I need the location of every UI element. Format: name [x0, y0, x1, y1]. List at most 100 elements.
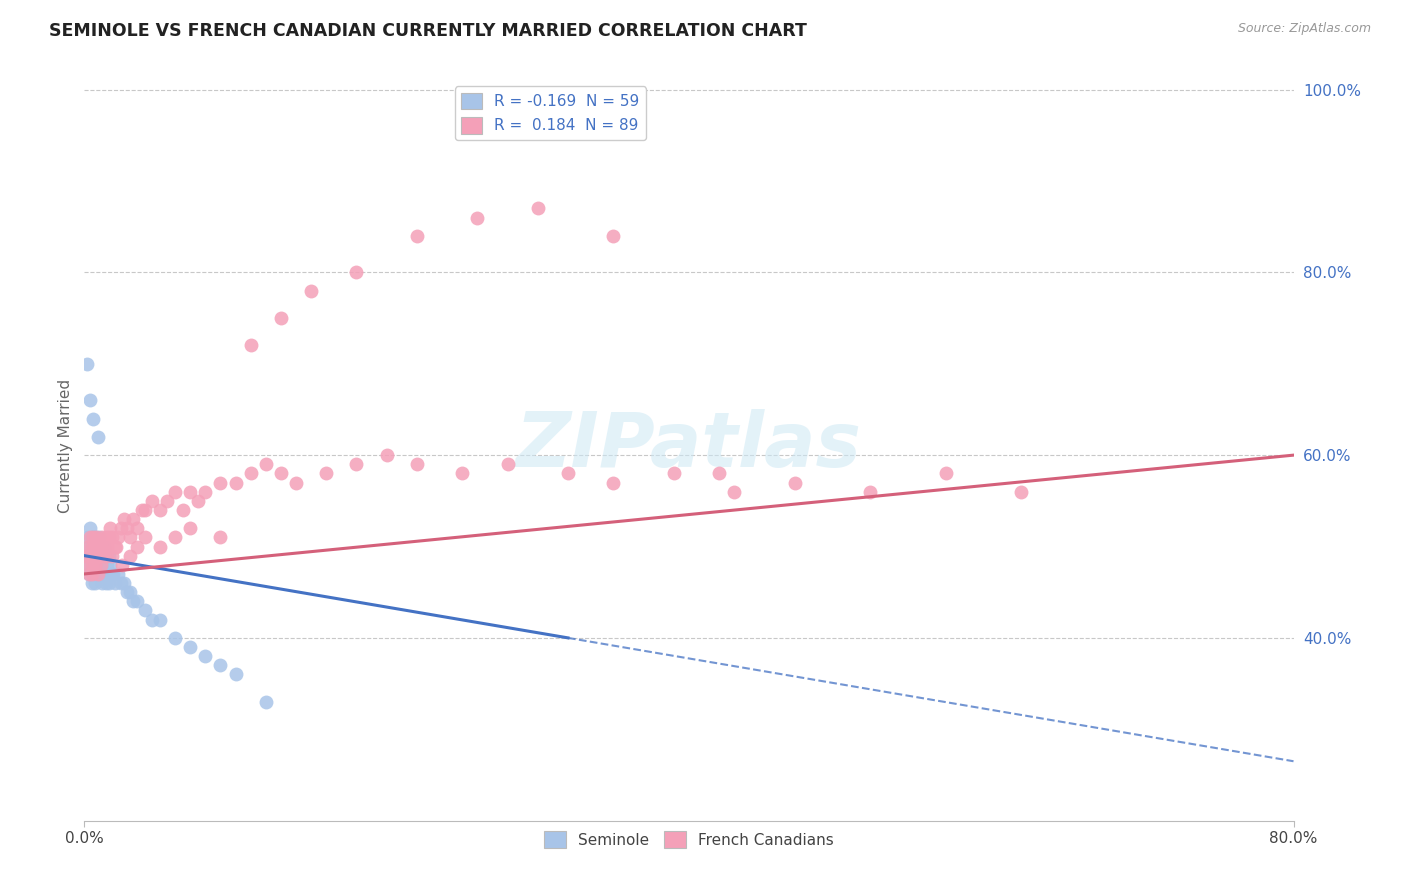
- Point: [97, 576, 120, 591]
- Point: [89, 549, 111, 563]
- Point: [467, 211, 489, 225]
- Point: [86, 540, 108, 554]
- Point: [82, 530, 104, 544]
- Point: [84, 549, 107, 563]
- Point: [82, 540, 104, 554]
- Point: [115, 521, 138, 535]
- Point: [82, 549, 104, 563]
- Point: [87, 430, 110, 444]
- Point: [76, 357, 98, 371]
- Point: [75, 549, 97, 563]
- Point: [149, 540, 172, 554]
- Point: [127, 594, 149, 608]
- Point: [91, 549, 114, 563]
- Y-axis label: Currently Married: Currently Married: [58, 379, 73, 513]
- Point: [90, 540, 112, 554]
- Point: [496, 457, 519, 471]
- Point: [82, 411, 104, 425]
- Point: [104, 540, 127, 554]
- Point: [97, 549, 120, 563]
- Point: [100, 549, 122, 563]
- Point: [104, 576, 127, 591]
- Point: [84, 540, 107, 554]
- Point: [84, 576, 107, 591]
- Point: [225, 475, 247, 490]
- Point: [80, 530, 103, 544]
- Point: [127, 521, 149, 535]
- Point: [602, 228, 624, 243]
- Point: [299, 284, 322, 298]
- Point: [91, 576, 114, 591]
- Point: [112, 512, 135, 526]
- Point: [89, 540, 111, 554]
- Point: [239, 467, 262, 481]
- Point: [80, 558, 103, 572]
- Point: [96, 540, 118, 554]
- Point: [76, 530, 98, 544]
- Point: [141, 493, 163, 508]
- Point: [110, 521, 132, 535]
- Point: [527, 202, 550, 216]
- Point: [87, 566, 110, 581]
- Point: [194, 484, 217, 499]
- Point: [121, 594, 143, 608]
- Point: [90, 558, 112, 572]
- Point: [105, 540, 128, 554]
- Point: [93, 540, 115, 554]
- Point: [90, 540, 112, 554]
- Point: [118, 585, 141, 599]
- Point: [315, 467, 337, 481]
- Point: [127, 540, 149, 554]
- Point: [111, 558, 134, 572]
- Point: [239, 338, 262, 352]
- Point: [93, 549, 115, 563]
- Point: [134, 603, 156, 617]
- Text: Source: ZipAtlas.com: Source: ZipAtlas.com: [1237, 22, 1371, 36]
- Point: [254, 695, 277, 709]
- Point: [77, 566, 100, 581]
- Point: [709, 467, 731, 481]
- Point: [90, 558, 112, 572]
- Point: [97, 530, 120, 544]
- Point: [100, 566, 122, 581]
- Point: [1011, 484, 1033, 499]
- Point: [79, 530, 101, 544]
- Point: [107, 566, 129, 581]
- Point: [194, 649, 217, 664]
- Point: [89, 566, 111, 581]
- Text: SEMINOLE VS FRENCH CANADIAN CURRENTLY MARRIED CORRELATION CHART: SEMINOLE VS FRENCH CANADIAN CURRENTLY MA…: [49, 22, 807, 40]
- Point: [165, 631, 187, 645]
- Point: [209, 530, 232, 544]
- Point: [270, 311, 292, 326]
- Point: [80, 576, 103, 591]
- Point: [77, 566, 100, 581]
- Point: [859, 484, 882, 499]
- Point: [149, 503, 172, 517]
- Point: [79, 549, 101, 563]
- Point: [84, 558, 107, 572]
- Point: [96, 549, 118, 563]
- Point: [76, 540, 98, 554]
- Point: [87, 540, 110, 554]
- Point: [75, 549, 97, 563]
- Point: [118, 530, 141, 544]
- Point: [96, 566, 118, 581]
- Point: [662, 467, 685, 481]
- Legend: Seminole, French Canadians: Seminole, French Canadians: [538, 825, 839, 855]
- Point: [346, 457, 368, 471]
- Point: [187, 493, 209, 508]
- Point: [82, 530, 104, 544]
- Point: [87, 540, 110, 554]
- Point: [86, 549, 108, 563]
- Point: [723, 484, 745, 499]
- Point: [179, 521, 201, 535]
- Point: [121, 512, 143, 526]
- Point: [406, 457, 429, 471]
- Point: [451, 467, 474, 481]
- Point: [77, 558, 100, 572]
- Point: [935, 467, 957, 481]
- Point: [118, 549, 141, 563]
- Point: [285, 475, 308, 490]
- Point: [100, 530, 122, 544]
- Point: [79, 549, 101, 563]
